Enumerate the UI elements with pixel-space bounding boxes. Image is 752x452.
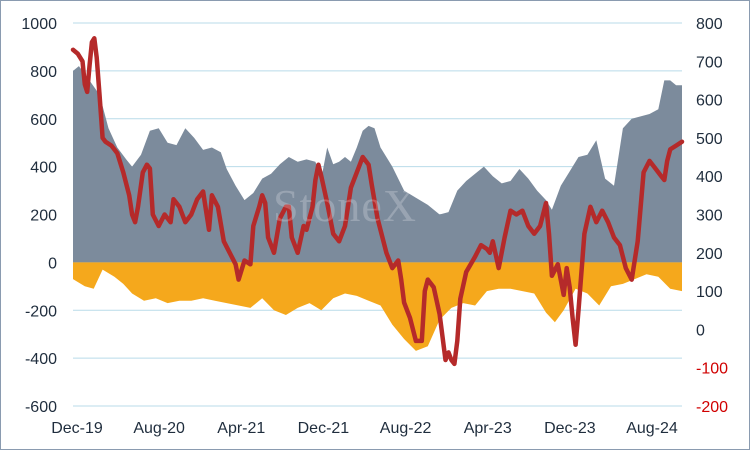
x-tick-label: Apr-23: [464, 420, 512, 437]
line-series-layer: [70, 36, 685, 367]
left-tick-label: 800: [30, 64, 57, 81]
x-axis: Dec-19 Aug-20 Apr-21 Dec-21 Aug-22 Apr-23 Dec-…: [51, 420, 678, 437]
right-tick-label: -200: [696, 399, 728, 416]
area-series-2: [73, 262, 682, 351]
left-tick-label: 1000: [21, 16, 57, 33]
left-tick-label: -600: [25, 399, 57, 416]
x-tick-label: Aug-20: [133, 420, 185, 437]
left-tick-label: 0: [48, 255, 57, 272]
right-tick-label: 400: [696, 169, 723, 186]
area-series-1: [73, 66, 682, 263]
right-tick-label: 600: [696, 93, 723, 110]
x-tick-label: Dec-23: [544, 420, 596, 437]
left-tick-label: -200: [25, 303, 57, 320]
right-tick-label: 700: [696, 54, 723, 71]
left-tick-label: 200: [30, 208, 57, 225]
right-tick-label: 100: [696, 284, 723, 301]
right-axis: 800 700 600 500 400 300 200 100 0 -100 -200: [696, 16, 728, 416]
right-tick-label: 800: [696, 16, 723, 33]
x-tick-label: Aug-22: [380, 420, 432, 437]
x-tick-label: Aug-24: [626, 420, 678, 437]
right-tick-label: -100: [696, 361, 728, 378]
left-axis: 1000 800 600 400 200 0 -200 -400 -600: [21, 16, 57, 416]
area-series-layer: [73, 66, 682, 351]
left-tick-label: 400: [30, 160, 57, 177]
right-tick-label: 200: [696, 246, 723, 263]
watermark-logo: StoneX: [273, 180, 417, 231]
right-tick-label: 300: [696, 208, 723, 225]
x-tick-label: Apr-21: [217, 420, 265, 437]
x-tick-label: Dec-21: [298, 420, 350, 437]
line-series-3: [70, 36, 685, 367]
x-tick-label: Dec-19: [51, 420, 103, 437]
left-tick-label: 600: [30, 112, 57, 129]
right-tick-label: 500: [696, 131, 723, 148]
right-tick-label: 0: [696, 322, 705, 339]
left-tick-label: -400: [25, 351, 57, 368]
